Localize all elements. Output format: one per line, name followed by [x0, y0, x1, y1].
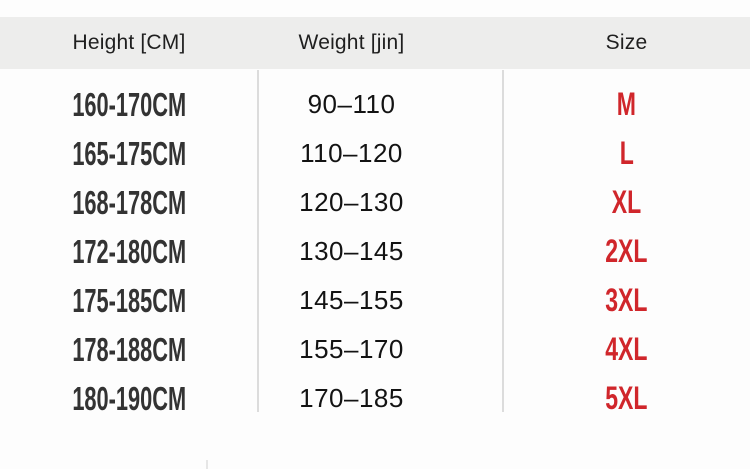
height-value: 160-170CM	[72, 85, 186, 123]
height-value: 168-178CM	[72, 183, 186, 221]
size-chart-header-row: Height [CM] Weight [jin] Size	[0, 17, 750, 69]
weight-value: 170–185	[299, 383, 404, 413]
weight-value: 130–145	[299, 236, 404, 266]
table-row: 165-175CM 110–120 L	[0, 129, 750, 178]
table-row: 172-180CM 130–145 2XL	[0, 227, 750, 276]
size-value: 5XL	[605, 380, 648, 416]
table-row: 175-185CM 145–155 3XL	[0, 276, 750, 325]
size-value: M	[616, 86, 637, 122]
size-value: 3XL	[605, 282, 648, 318]
height-value: 165-175CM	[72, 134, 186, 172]
height-value: 175-185CM	[72, 281, 186, 319]
table-row: 178-188CM 155–170 4XL	[0, 325, 750, 374]
header-height: Height [CM]	[72, 31, 186, 54]
weight-value: 155–170	[299, 334, 404, 364]
header-weight: Weight [jin]	[298, 31, 405, 54]
table-row: 180-190CM 170–185 5XL	[0, 374, 750, 423]
weight-value: 120–130	[299, 187, 404, 217]
header-size: Size	[605, 31, 648, 54]
size-value: L	[619, 135, 634, 171]
column-divider-2	[502, 70, 504, 412]
height-value: 178-188CM	[72, 330, 186, 368]
bottom-divider-stub	[206, 460, 208, 469]
weight-value: 90–110	[307, 89, 396, 119]
table-row: 160-170CM 90–110 M	[0, 80, 750, 129]
height-value: 172-180CM	[72, 232, 186, 270]
weight-value: 110–120	[300, 138, 403, 168]
column-divider-1	[257, 70, 259, 412]
size-value: XL	[611, 184, 642, 220]
weight-value: 145–155	[299, 285, 404, 315]
size-chart-body: 160-170CM 90–110 M 165-175CM 110–120 L 1…	[0, 80, 750, 423]
size-value: 4XL	[605, 331, 648, 367]
table-row: 168-178CM 120–130 XL	[0, 178, 750, 227]
size-value: 2XL	[605, 233, 648, 269]
height-value: 180-190CM	[72, 379, 186, 417]
